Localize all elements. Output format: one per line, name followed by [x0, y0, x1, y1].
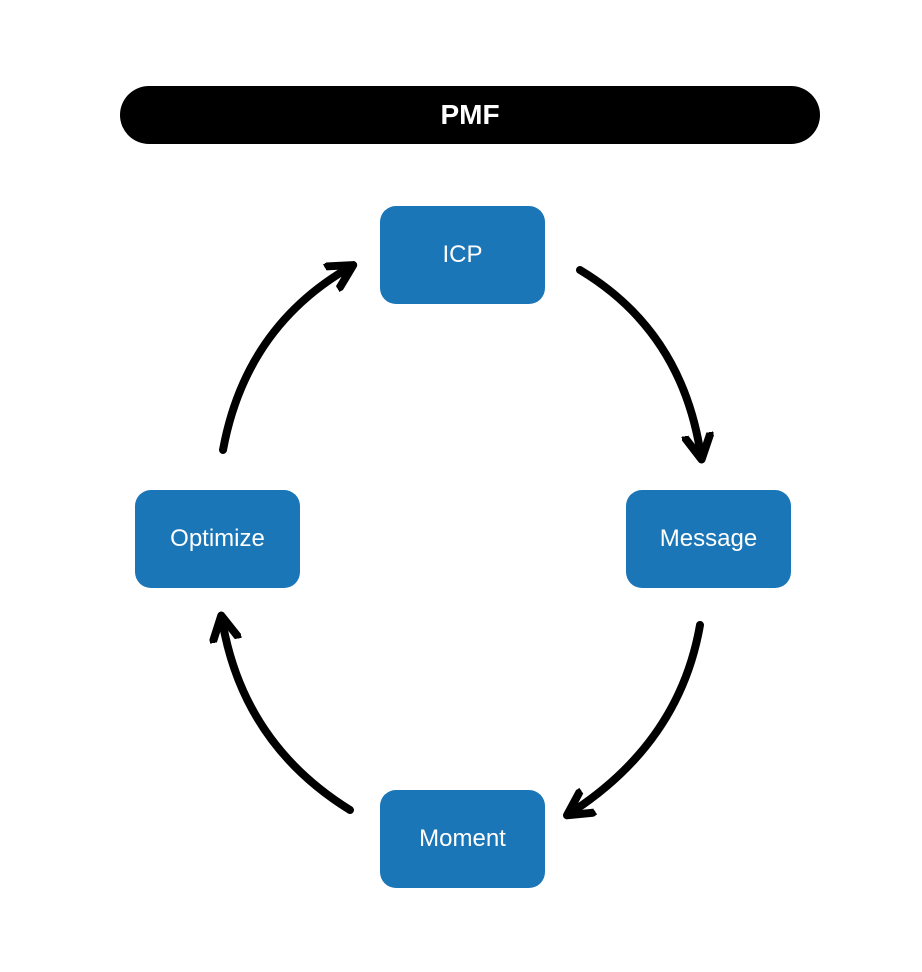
arrow-moment-to-optimize	[223, 625, 350, 810]
cycle-arrows	[0, 0, 922, 972]
arrow-icp-to-message	[580, 270, 700, 450]
arrow-optimize-to-icp	[223, 270, 345, 450]
arrow-message-to-moment	[575, 625, 700, 810]
